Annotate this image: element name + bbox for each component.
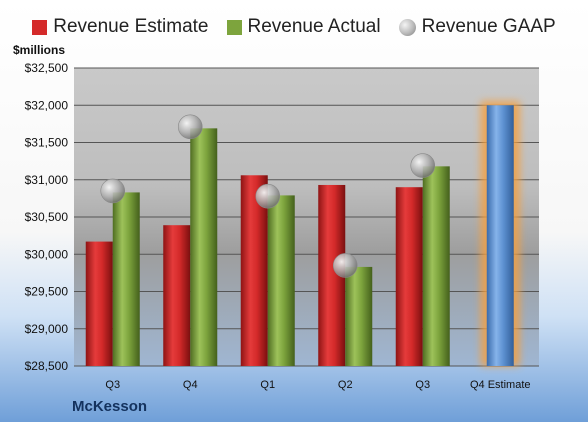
y-tick-label: $29,500 [25,285,69,299]
gridlines [74,67,539,367]
bar-revenue-estimate [85,241,113,366]
y-tick-label: $31,500 [25,136,69,150]
x-tick-label: Q3 [415,379,430,391]
bubble-revenue-gaap [332,253,358,278]
y-axis-unit-label: $millions [13,43,66,57]
bar-revenue-actual [112,192,140,366]
legend-bubble-revenue-gaap [398,18,416,36]
bar-revenue-estimate [395,187,423,366]
legend-swatch-revenue-estimate [32,19,48,35]
legend-swatch-revenue-actual [226,19,242,35]
bar-revenue-actual [190,128,218,366]
bar-revenue-estimate-future [486,105,514,366]
legend-label-revenue-actual: Revenue Actual [247,16,381,37]
y-tick-label: $30,500 [25,210,69,224]
bar-revenue-actual [267,195,295,366]
bubble-revenue-gaap [177,114,203,140]
company-name: McKesson [72,398,148,415]
legend-item-revenue-estimate: Revenue Estimate [32,16,209,38]
legend-item-revenue-actual: Revenue Actual [226,16,381,38]
y-tick-labels: $28,500 $29,000 $29,500 $30,000 $30,500 $31,0… [25,61,69,373]
y-tick-label: $32,000 [25,98,69,112]
legend-item-revenue-gaap: Revenue GAAP [398,16,556,38]
legend-label-revenue-gaap: Revenue GAAP [421,16,556,37]
y-tick-label: $29,000 [25,322,69,336]
gaap-bubbles [100,114,436,278]
x-tick-label: Q1 [260,379,275,391]
x-tick-label: Q2 [338,379,353,391]
bar-revenue-actual [422,166,450,366]
x-tick-label: Q3 [105,379,120,391]
bar-revenue-actual [345,266,373,366]
y-tick-label: $32,500 [25,61,69,75]
y-tick-label: $30,000 [25,247,69,261]
legend: Revenue Estimate Revenue Actual Revenue … [0,14,588,40]
y-tick-label: $31,000 [25,173,69,187]
bubble-revenue-gaap [410,153,436,178]
x-tick-label: Q4 [183,379,198,391]
y-tick-label: $28,500 [25,359,69,373]
legend-label-revenue-estimate: Revenue Estimate [53,16,209,37]
bubble-revenue-gaap [255,183,281,209]
bar-revenue-estimate [163,225,191,366]
bubble-revenue-gaap [100,178,126,204]
x-tick-labels: Q3 Q4 Q1 Q2 Q3 Q4 Estimate [105,379,530,391]
x-tick-label: Q4 Estimate [470,379,531,391]
